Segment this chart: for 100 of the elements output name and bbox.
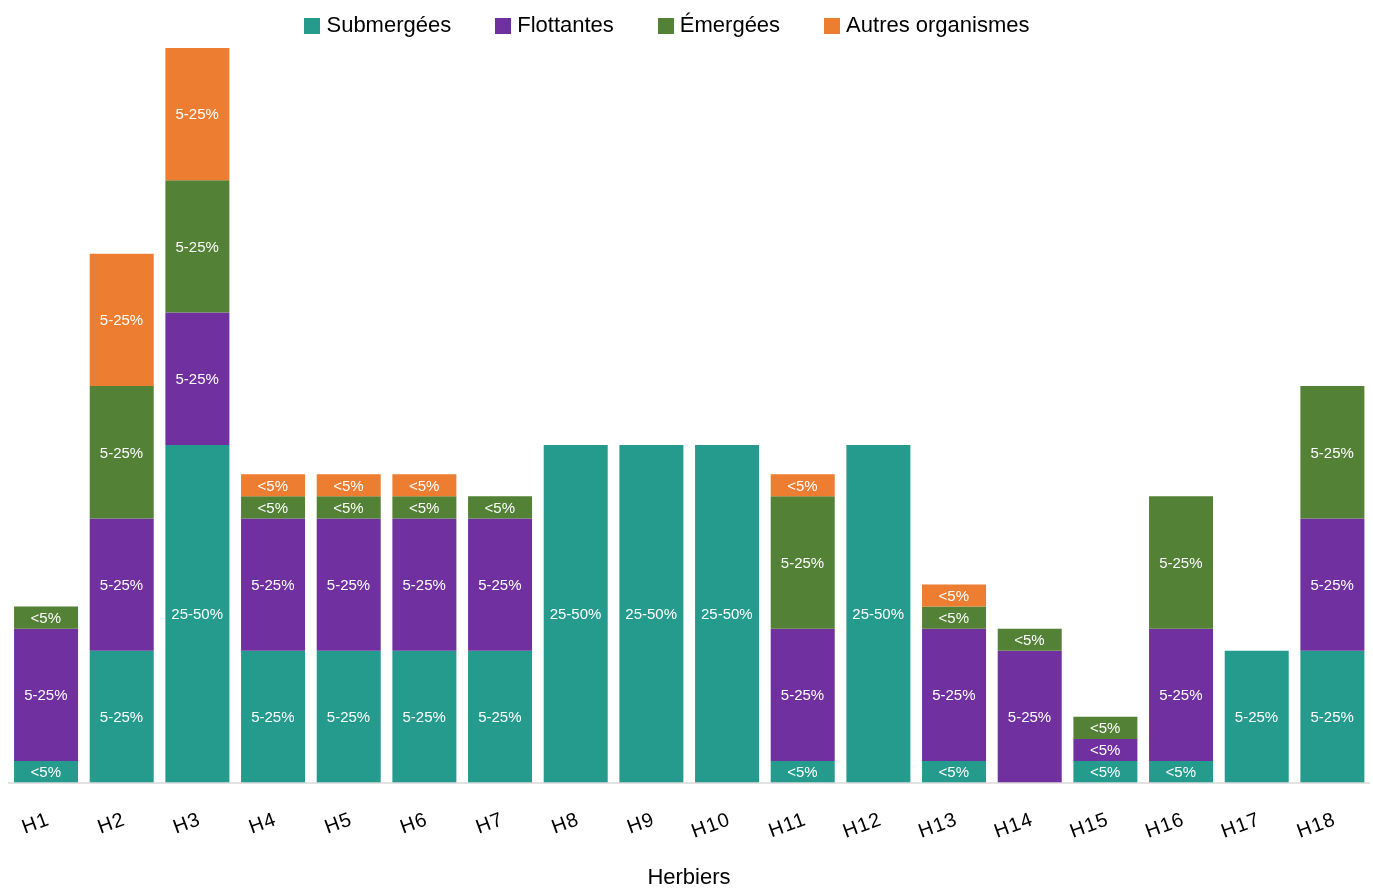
- annotation: 5-25%: [402, 708, 446, 726]
- annotation: 25-50%: [549, 605, 602, 623]
- bar: [468, 650, 533, 783]
- x-tick-label: H9: [623, 807, 658, 838]
- annotation: <5%: [787, 476, 818, 494]
- bar: [316, 518, 381, 651]
- annotation: 5-25%: [99, 443, 144, 461]
- bar: [846, 444, 911, 783]
- x-tick-label: H2: [94, 807, 128, 838]
- bar: [1149, 496, 1214, 629]
- annotation: 25-50%: [625, 605, 678, 623]
- x-tick-label: H15: [1066, 807, 1112, 842]
- bar: [1224, 650, 1289, 783]
- bar: [165, 312, 230, 445]
- annotation: 25-50%: [700, 605, 753, 623]
- bar: [392, 650, 457, 783]
- x-tick-label: H5: [321, 807, 355, 838]
- x-tick-label: H6: [396, 807, 431, 838]
- annotation: 5-25%: [478, 575, 522, 593]
- annotation: <5%: [30, 608, 62, 626]
- annotation: 5-25%: [99, 575, 144, 593]
- bar: [619, 444, 684, 783]
- bar: [241, 518, 306, 651]
- legend-label: Émergées: [679, 12, 781, 37]
- bar: [89, 518, 154, 651]
- x-tick-label: H1: [18, 807, 53, 838]
- annotation: <5%: [938, 586, 970, 604]
- annotation: <5%: [30, 763, 62, 781]
- annotation: <5%: [333, 476, 364, 494]
- annotation: 5-25%: [1310, 708, 1354, 726]
- annotation: 5-25%: [932, 686, 976, 704]
- annotation: 5-25%: [251, 708, 295, 726]
- annotation: 5-25%: [326, 708, 371, 726]
- bar: [89, 253, 154, 387]
- annotation: 5-25%: [780, 686, 825, 704]
- x-tick-label: H13: [915, 807, 961, 842]
- annotation: <5%: [484, 498, 516, 516]
- annotation: 5-25%: [1007, 708, 1052, 726]
- x-tick-label: H3: [169, 807, 204, 838]
- x-tick-label: H4: [245, 807, 280, 838]
- x-tick-label: H10: [688, 807, 734, 842]
- x-axis-title: Herbiers: [647, 864, 731, 888]
- annotation: 5-25%: [1310, 443, 1354, 461]
- x-tick-label: H11: [765, 807, 809, 842]
- annotation: 5-25%: [24, 686, 68, 704]
- x-tick-label: H7: [472, 807, 507, 838]
- bar: [14, 628, 79, 761]
- bar: [1300, 386, 1365, 519]
- annotation: 5-25%: [478, 708, 522, 726]
- annotation: <5%: [257, 498, 289, 516]
- bar: [695, 444, 760, 783]
- annotation: <5%: [408, 498, 440, 516]
- bar: [165, 444, 230, 783]
- annotation: <5%: [333, 498, 364, 516]
- annotation: 5-25%: [1234, 708, 1279, 726]
- x-tick-label: H16: [1142, 807, 1188, 842]
- annotation: <5%: [1165, 763, 1197, 781]
- bar: [392, 518, 457, 651]
- bar: [1300, 650, 1365, 783]
- annotation: <5%: [938, 763, 970, 781]
- bar: [1300, 518, 1365, 651]
- x-tick-label: H12: [839, 807, 885, 842]
- annotation: 5-25%: [402, 575, 446, 593]
- x-tick-label: H17: [1217, 807, 1263, 842]
- annotation: 5-25%: [251, 575, 295, 593]
- legend-label: Flottantes: [517, 12, 614, 37]
- annotation: 5-25%: [1159, 553, 1203, 571]
- bar: [165, 48, 230, 181]
- annotation: <5%: [257, 476, 289, 494]
- annotation: 5-25%: [175, 237, 219, 255]
- bar: [1149, 628, 1214, 761]
- annotation: <5%: [1014, 631, 1045, 648]
- annotation: 5-25%: [99, 311, 144, 329]
- bar: [770, 496, 835, 629]
- annotation: <5%: [1089, 763, 1121, 781]
- annotation: <5%: [1089, 719, 1121, 737]
- annotation: 5-25%: [780, 553, 825, 571]
- annotation: 5-25%: [99, 708, 144, 726]
- bar: [241, 650, 306, 783]
- bar: [543, 444, 608, 783]
- legend-label: Autres organismes: [846, 12, 1030, 37]
- bar: [770, 628, 835, 761]
- annotation: <5%: [1089, 741, 1121, 759]
- annotation: <5%: [787, 763, 818, 781]
- annotation: <5%: [408, 476, 440, 494]
- bar: [468, 518, 533, 651]
- x-tick-label: H8: [548, 807, 582, 838]
- annotation: 25-50%: [171, 605, 224, 623]
- bar: [165, 180, 230, 313]
- x-tick-label: H18: [1293, 807, 1339, 842]
- bar: [89, 650, 154, 783]
- annotation: 5-25%: [1159, 686, 1203, 704]
- bar: [316, 650, 381, 783]
- annotation: 5-25%: [1310, 575, 1354, 593]
- bar: [922, 628, 987, 761]
- bar: [89, 386, 154, 519]
- annotation: 5-25%: [175, 105, 219, 123]
- annotation: 5-25%: [175, 370, 219, 388]
- annotation: 5-25%: [326, 575, 371, 593]
- annotation: <5%: [938, 608, 970, 626]
